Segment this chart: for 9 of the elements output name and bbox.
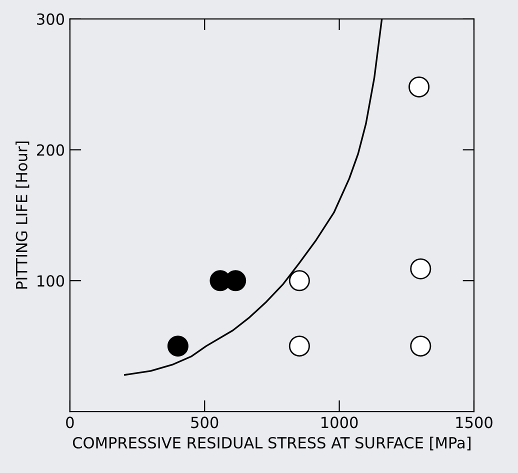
- y-tick-label: 200: [37, 144, 64, 156]
- y-tick-label: 100: [38, 275, 64, 287]
- x-axis-title: COMPRESSIVE RESIDUAL STRESS AT SURFACE [MPa]: [72, 436, 470, 450]
- x-tick-label: 0: [66, 416, 74, 428]
- y-tick-label: 300: [37, 13, 64, 25]
- x-tick-label: 500: [191, 416, 218, 428]
- x-tick-label: 1500: [456, 416, 492, 428]
- y-axis-title: PITTING LIFE [Hour]: [16, 142, 30, 289]
- x-tick-label: 1000: [322, 416, 358, 428]
